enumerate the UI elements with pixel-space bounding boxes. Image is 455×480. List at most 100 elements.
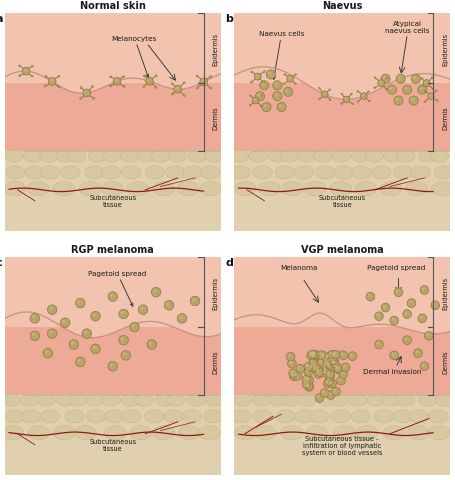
Circle shape	[306, 383, 309, 386]
Ellipse shape	[201, 167, 220, 180]
Circle shape	[308, 350, 317, 359]
Text: Naevus cells: Naevus cells	[259, 31, 304, 80]
Circle shape	[369, 101, 370, 103]
Circle shape	[119, 336, 128, 345]
Text: RGP melanoma: RGP melanoma	[71, 245, 154, 254]
Ellipse shape	[101, 167, 121, 180]
Ellipse shape	[411, 167, 430, 180]
Ellipse shape	[75, 426, 96, 440]
Circle shape	[175, 87, 178, 90]
Text: d: d	[225, 258, 233, 268]
Circle shape	[316, 372, 318, 374]
Circle shape	[93, 346, 96, 349]
Text: c: c	[0, 258, 3, 268]
Circle shape	[330, 359, 339, 368]
Ellipse shape	[61, 167, 80, 180]
Ellipse shape	[178, 426, 200, 440]
Circle shape	[291, 374, 294, 377]
Circle shape	[374, 312, 384, 321]
Ellipse shape	[187, 394, 205, 406]
Ellipse shape	[383, 426, 405, 440]
Circle shape	[304, 382, 307, 384]
Circle shape	[328, 379, 336, 388]
Circle shape	[413, 77, 416, 80]
Ellipse shape	[276, 410, 295, 423]
Ellipse shape	[205, 151, 223, 163]
Circle shape	[435, 91, 437, 92]
Circle shape	[314, 370, 323, 379]
Circle shape	[341, 104, 343, 105]
Ellipse shape	[6, 167, 25, 180]
Circle shape	[357, 91, 359, 93]
Circle shape	[298, 366, 300, 369]
Circle shape	[396, 98, 399, 102]
Circle shape	[251, 72, 253, 73]
Circle shape	[287, 76, 294, 83]
Circle shape	[376, 314, 379, 317]
Ellipse shape	[68, 394, 86, 406]
Circle shape	[383, 77, 386, 80]
Circle shape	[288, 360, 296, 368]
Ellipse shape	[313, 151, 332, 163]
Circle shape	[328, 364, 330, 367]
Circle shape	[429, 95, 431, 97]
Circle shape	[295, 74, 296, 76]
Circle shape	[31, 66, 33, 68]
Circle shape	[425, 332, 433, 340]
Circle shape	[147, 340, 157, 349]
Circle shape	[374, 340, 384, 349]
Circle shape	[326, 391, 335, 399]
Circle shape	[392, 318, 394, 321]
Circle shape	[368, 92, 369, 93]
Ellipse shape	[2, 426, 24, 440]
Circle shape	[326, 355, 329, 358]
Ellipse shape	[356, 426, 378, 440]
Circle shape	[302, 380, 311, 388]
Circle shape	[310, 352, 313, 355]
Ellipse shape	[130, 426, 152, 440]
Circle shape	[263, 83, 264, 84]
Ellipse shape	[56, 394, 75, 406]
FancyBboxPatch shape	[5, 151, 221, 232]
Ellipse shape	[205, 394, 223, 406]
Ellipse shape	[28, 426, 50, 440]
Text: Epidermis: Epidermis	[212, 276, 218, 309]
Circle shape	[44, 86, 46, 88]
Circle shape	[290, 371, 293, 373]
Circle shape	[327, 371, 330, 374]
Ellipse shape	[79, 182, 101, 196]
Circle shape	[123, 86, 125, 88]
Ellipse shape	[232, 410, 251, 423]
Ellipse shape	[86, 410, 106, 423]
FancyBboxPatch shape	[234, 327, 450, 395]
Ellipse shape	[419, 151, 437, 163]
Ellipse shape	[40, 167, 60, 180]
Circle shape	[210, 88, 212, 90]
Circle shape	[147, 80, 150, 82]
Circle shape	[266, 71, 275, 80]
Ellipse shape	[430, 151, 449, 163]
Circle shape	[30, 331, 40, 341]
Circle shape	[426, 334, 429, 336]
Circle shape	[409, 97, 418, 106]
Circle shape	[304, 362, 313, 371]
Ellipse shape	[203, 410, 223, 423]
Ellipse shape	[410, 410, 429, 423]
Circle shape	[424, 91, 426, 93]
Circle shape	[45, 350, 48, 354]
Circle shape	[324, 364, 326, 367]
Circle shape	[394, 97, 403, 106]
FancyBboxPatch shape	[5, 395, 221, 475]
Circle shape	[283, 84, 284, 85]
Circle shape	[322, 354, 325, 357]
Ellipse shape	[331, 410, 351, 423]
Ellipse shape	[65, 410, 85, 423]
Circle shape	[389, 88, 392, 91]
Ellipse shape	[298, 394, 316, 406]
Circle shape	[76, 299, 85, 308]
Ellipse shape	[351, 151, 369, 163]
Circle shape	[121, 312, 124, 314]
Circle shape	[436, 100, 438, 102]
Circle shape	[121, 351, 131, 360]
Ellipse shape	[281, 426, 303, 440]
